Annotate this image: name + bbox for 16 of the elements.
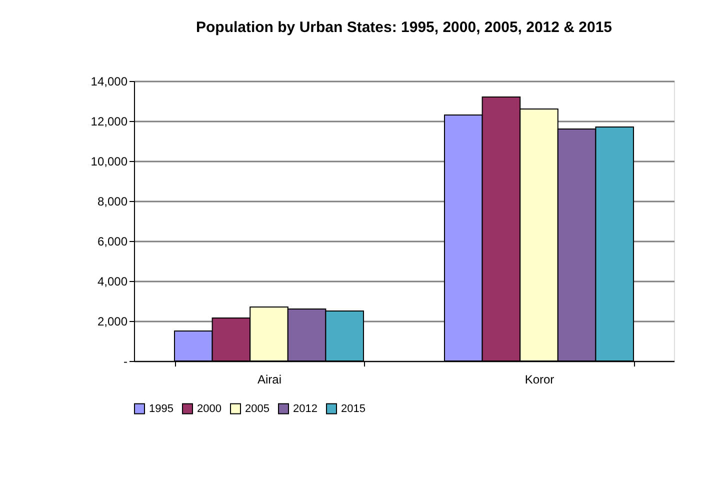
x-tick-label: Koror: [524, 372, 554, 386]
legend-label: 2005: [245, 402, 270, 415]
y-tick-label: 8,000: [97, 194, 128, 208]
y-tick-label: 12,000: [90, 114, 128, 128]
legend-label: 2015: [341, 402, 366, 415]
legend-label: 2012: [293, 402, 318, 415]
y-tick-label: 10,000: [90, 154, 128, 168]
chart-title: Population by Urban States: 1995, 2000, 2005, 2012 & 2015: [196, 19, 612, 36]
x-tick-label: Airai: [257, 372, 282, 386]
y-tick-label: 4,000: [97, 274, 128, 288]
y-tick-label: -: [124, 354, 128, 368]
y-tick-label: 6,000: [97, 234, 128, 248]
y-tick-label: 2,000: [97, 314, 128, 328]
y-tick-label: 14,000: [90, 74, 128, 88]
legend-label: 1995: [149, 402, 174, 415]
legend-label: 2000: [197, 402, 222, 415]
